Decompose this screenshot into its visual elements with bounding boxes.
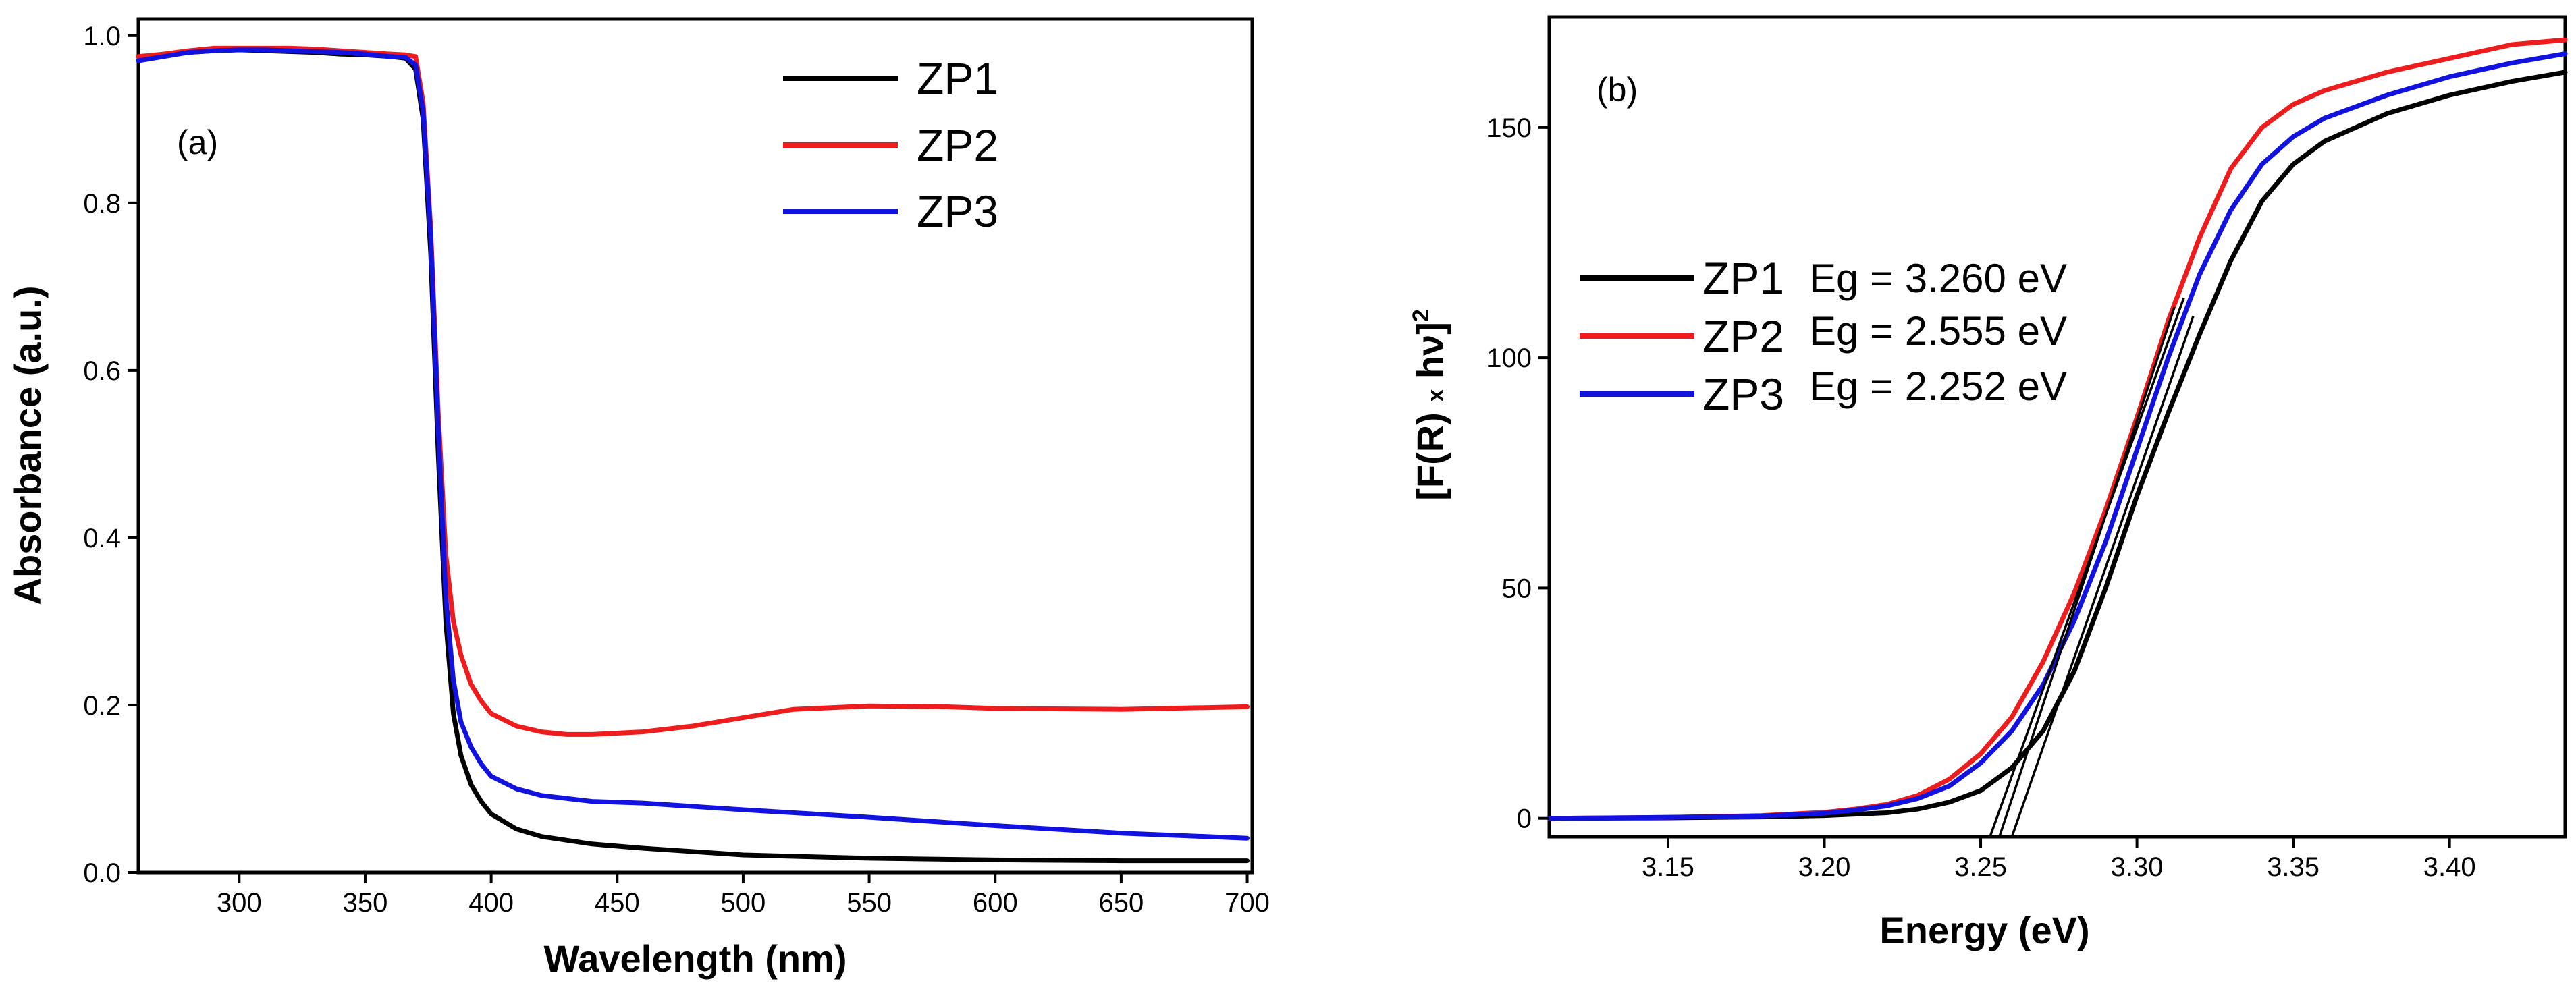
panel-a-label: (a) [177, 123, 218, 161]
legend-b-zp1-label: ZP1 [1702, 253, 1784, 303]
x-tick-label: 500 [721, 888, 766, 918]
panel-b-tangent-lines [1989, 297, 2195, 837]
legend-a-zp2-label: ZP2 [917, 120, 998, 170]
x-tick-label: 300 [217, 888, 262, 918]
legend-b-zp3-label: ZP3 [1702, 369, 1784, 419]
y-title-sup: 2 [1408, 309, 1434, 322]
panel-b-y-axis-title: [F(R) x hν]2 [1408, 309, 1451, 501]
panel-b-label: (b) [1596, 71, 1638, 109]
panel-a-plot-frame [136, 17, 1254, 875]
x-tick-label: 3.25 [1954, 852, 2007, 882]
legend-b-zp1-bandgap: Eg = 3.260 eV [1809, 256, 2067, 301]
panel-a-series [136, 45, 1250, 864]
panel-a-y-axis-title: Absorbance (a.u.) [6, 286, 49, 605]
panel-b-x-axis-title: Energy (eV) [1879, 909, 2089, 951]
x-tick-label: 550 [847, 888, 892, 918]
series-line-zp2-a [136, 45, 1250, 737]
x-tick-label: 3.40 [2423, 852, 2476, 882]
x-tick-label: 3.15 [1642, 852, 1694, 882]
series-line-zp3-a [136, 47, 1250, 841]
tangent-line-2 [1998, 306, 2176, 837]
legend-b-zp2-label: ZP2 [1702, 311, 1784, 361]
x-tick-label: 450 [595, 888, 640, 918]
panel-b-y-ticks: 0 50 100 150 [1486, 113, 1549, 834]
y-tick-label: 1.0 [83, 22, 121, 51]
x-tick-label: 3.30 [2111, 852, 2164, 882]
panel-b-tauc-plot: 3.15 3.20 3.25 3.30 3.35 3.40 0 50 100 150 (b) Z… [1408, 15, 2568, 951]
y-tick-label: 50 [1502, 574, 1532, 603]
panel-a-x-axis-title: Wavelength (nm) [543, 937, 847, 980]
legend-b-zp2-bandgap: Eg = 2.555 eV [1809, 308, 2067, 354]
x-tick-label: 400 [468, 888, 514, 918]
panel-a-absorbance: 300 350 400 450 500 550 600 650 700 0.0 0.2 0.4 0.6… [6, 17, 1270, 980]
x-tick-label: 700 [1225, 888, 1270, 918]
series-line-zp1-b [1547, 70, 2568, 821]
y-tick-label: 0.8 [83, 189, 121, 219]
y-tick-label: 0.4 [83, 524, 121, 553]
x-tick-label: 600 [973, 888, 1018, 918]
series-line-zp3-b [1547, 51, 2568, 821]
panel-a-x-ticks: 300 350 400 450 500 550 600 650 700 [217, 872, 1270, 918]
panel-b-x-ticks: 3.15 3.20 3.25 3.30 3.35 3.40 [1642, 837, 2476, 882]
panel-b-plot-frame [1547, 15, 2567, 839]
y-tick-label: 0.0 [83, 858, 121, 888]
y-tick-label: 0.6 [83, 356, 121, 386]
panel-b-series [1547, 37, 2568, 821]
legend-b-zp3-bandgap: Eg = 2.252 eV [1809, 364, 2067, 409]
y-title-fr: [F(R) [1409, 402, 1451, 501]
panel-b-legend: ZP1 Eg = 3.260 eV ZP2 Eg = 2.555 eV ZP3 … [1580, 253, 2067, 419]
x-tick-label: 3.35 [2267, 852, 2319, 882]
y-tick-label: 100 [1486, 343, 1532, 373]
y-tick-label: 150 [1486, 113, 1532, 143]
legend-a-zp1-label: ZP1 [917, 53, 998, 103]
tangent-line-1 [1989, 297, 2185, 837]
tangent-line-3 [2010, 316, 2195, 837]
panel-a-y-ticks: 0.0 0.2 0.4 0.6 0.8 1.0 [83, 22, 138, 888]
x-tick-label: 350 [343, 888, 388, 918]
panel-a-legend: ZP1 ZP2 ZP3 [783, 53, 998, 236]
x-tick-label: 3.20 [1798, 852, 1851, 882]
y-tick-label: 0.2 [83, 691, 121, 721]
x-tick-label: 650 [1099, 888, 1144, 918]
series-line-zp1-a [136, 47, 1250, 864]
y-title-x: x [1423, 389, 1449, 402]
y-tick-label: 0 [1517, 804, 1532, 834]
y-title-hv: hν] [1409, 322, 1451, 389]
legend-a-zp3-label: ZP3 [917, 186, 998, 236]
